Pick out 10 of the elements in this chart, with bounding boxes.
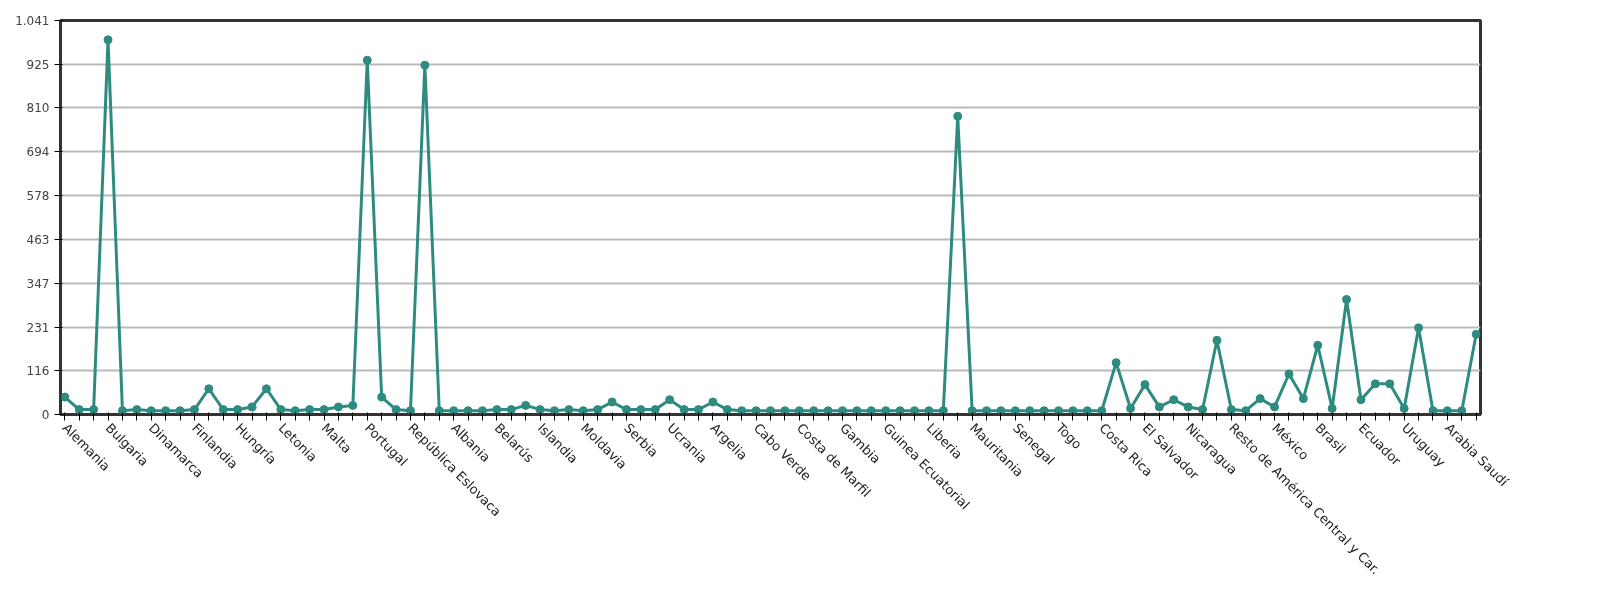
y-tick-label: 694 xyxy=(26,145,50,160)
y-tick-label: 1.041 xyxy=(15,14,50,28)
y-tick-label: 925 xyxy=(26,57,50,72)
y-tick-label: 347 xyxy=(26,276,50,291)
y-tick-label: 810 xyxy=(26,101,50,116)
y-tick-label: 116 xyxy=(26,364,50,379)
y-tick-label: 0 xyxy=(41,408,50,422)
y-tick-label: 231 xyxy=(26,320,50,335)
y-tick-label: 463 xyxy=(26,232,50,247)
y-tick-label: 578 xyxy=(26,189,50,204)
